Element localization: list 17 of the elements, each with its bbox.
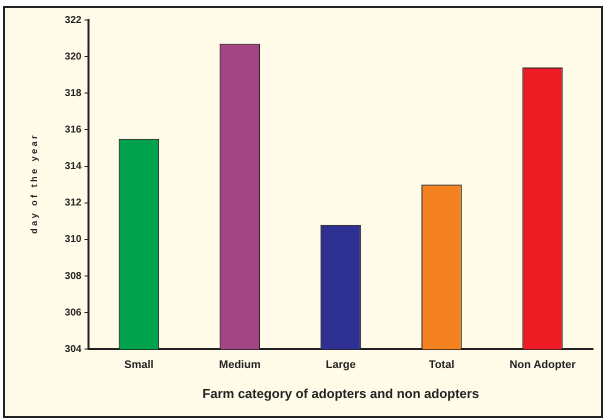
- y-tick-label: 316: [64, 124, 82, 136]
- y-tick-label: 312: [64, 198, 82, 209]
- x-tick-label: Non Adopter: [509, 358, 576, 371]
- y-tick-label: 314: [64, 161, 82, 172]
- y-tick-label: 320: [64, 51, 82, 62]
- y-tick-label: 306: [64, 307, 82, 318]
- y-tick-label: 310: [64, 234, 82, 246]
- y-tick-label: 304: [64, 344, 82, 355]
- x-axis-title: Farm category of adopters and non adopters: [202, 386, 480, 401]
- y-tick-label: 318: [64, 88, 82, 99]
- y-tick-label: 308: [64, 270, 82, 282]
- y-axis-title: d a y o f t h e y e a r: [28, 134, 39, 234]
- y-tick-label: 322: [64, 14, 82, 26]
- x-tick-label: Large: [326, 358, 356, 371]
- x-tick-label: Medium: [219, 358, 261, 371]
- x-tick-label: Small: [124, 358, 154, 371]
- x-tick-label: Total: [428, 358, 454, 371]
